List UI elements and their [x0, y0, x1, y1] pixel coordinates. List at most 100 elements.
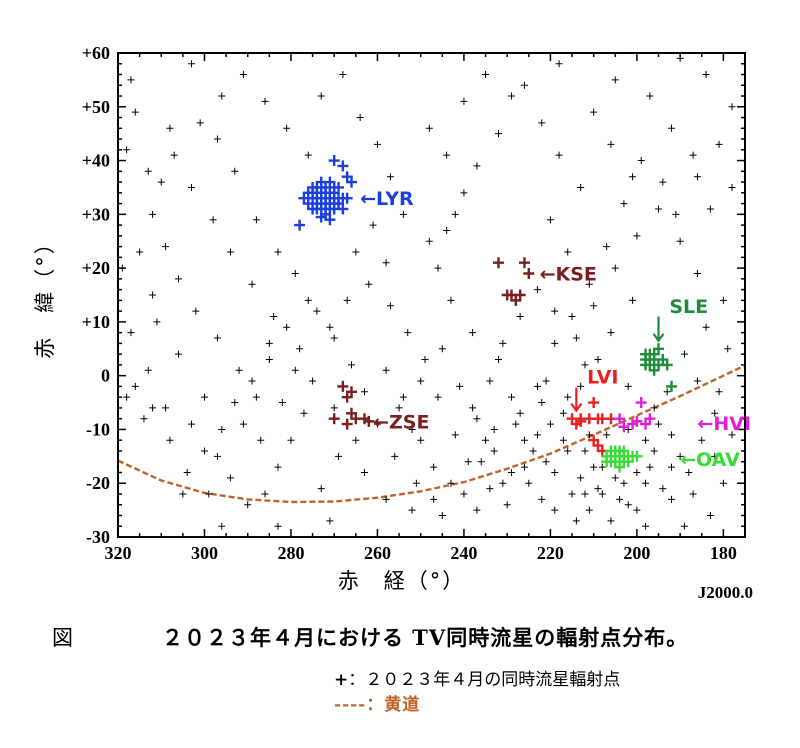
radiant-point — [278, 399, 286, 407]
shower-point-sle — [644, 348, 656, 360]
radiant-point — [706, 205, 714, 213]
radiant-point — [270, 313, 278, 321]
radiant-point — [611, 76, 619, 84]
radiant-point — [460, 97, 468, 105]
shower-point-zse — [346, 386, 358, 398]
radiant-point — [460, 189, 468, 197]
shower-label-lvi: LVI — [587, 367, 618, 389]
shower-point-oav — [618, 450, 630, 462]
shower-point-kse — [518, 257, 530, 269]
radiant-point — [590, 302, 598, 310]
shower-point-hvi — [644, 413, 656, 425]
radiant-point — [162, 243, 170, 251]
x-tick-label: 280 — [277, 543, 304, 563]
radiant-point — [702, 323, 710, 331]
radiant-point — [594, 485, 602, 493]
radiant-point — [520, 463, 528, 471]
radiant-point — [218, 522, 226, 530]
radiant-point — [650, 404, 658, 412]
radiant-point — [213, 135, 221, 143]
radiant-point — [131, 382, 139, 390]
radiant-point — [417, 377, 425, 385]
radiant-point — [512, 420, 520, 428]
radiant-point — [460, 490, 468, 498]
radiant-point — [693, 377, 701, 385]
radiant-point — [598, 463, 606, 471]
radiant-point — [447, 296, 455, 304]
shower-point-hvi — [635, 397, 647, 409]
radiant-point — [382, 259, 390, 267]
ecliptic-layer — [117, 364, 746, 504]
radiant-point — [667, 495, 675, 503]
shower-points — [294, 155, 677, 473]
shower-point-lyr — [324, 198, 336, 210]
radiant-point — [473, 415, 481, 423]
radiant-point — [516, 313, 524, 321]
radiant-point — [490, 447, 498, 455]
shower-label-hvi: ←HVI — [697, 413, 751, 435]
radiant-point — [183, 468, 191, 476]
radiant-point — [568, 490, 576, 498]
radiant-point — [469, 329, 477, 337]
radiant-point — [719, 296, 727, 304]
radiant-point — [261, 97, 269, 105]
radiant-point — [274, 248, 282, 256]
radiant-point — [525, 479, 533, 487]
shower-point-hvi — [618, 421, 630, 433]
radiant-point — [144, 366, 152, 374]
shower-point-lyr — [307, 181, 319, 193]
radiant-point — [226, 248, 234, 256]
radiant-point — [642, 522, 650, 530]
radiant-point — [443, 226, 451, 234]
radiant-point — [559, 409, 567, 417]
radiant-point — [399, 393, 407, 401]
radiant-point — [533, 286, 541, 294]
radiant-point — [486, 485, 494, 493]
radiant-point — [218, 425, 226, 433]
shower-label-lyr: ←LYR — [360, 188, 414, 210]
radiant-point — [585, 506, 593, 514]
radiant-point — [577, 183, 585, 191]
radiant-point — [248, 280, 256, 288]
radiant-point — [581, 447, 589, 455]
radiant-point — [533, 382, 541, 390]
shower-point-lyr — [315, 211, 327, 223]
radiant-point — [248, 377, 256, 385]
radiant-point — [482, 71, 490, 79]
radiant-point — [728, 183, 736, 191]
radiant-point — [404, 329, 412, 337]
radiant-point — [581, 361, 589, 369]
shower-label-sle: SLE — [669, 296, 708, 318]
radiant-point — [179, 490, 187, 498]
radiant-point — [499, 339, 507, 347]
radiant-point — [564, 393, 572, 401]
radiant-point — [490, 425, 498, 433]
radiant-point — [464, 458, 472, 466]
radiant-point — [551, 307, 559, 315]
radiant-point — [495, 130, 503, 138]
radiant-point — [624, 382, 632, 390]
radiant-point — [667, 463, 675, 471]
radiant-point — [680, 522, 688, 530]
legend-plus-symbol: + — [334, 670, 349, 690]
radiant-point — [585, 431, 593, 439]
x-tick-label: 300 — [191, 543, 218, 563]
legend-item-radiant: +：２０２３年４月の同時流星輻射点 — [334, 668, 620, 693]
radiant-point — [507, 393, 515, 401]
legend-dash-symbol: ---- — [334, 695, 367, 715]
radiant-point — [689, 151, 697, 159]
radiant-point — [265, 356, 273, 364]
radiant-point — [473, 506, 481, 514]
radiant-point — [304, 151, 312, 159]
radiant-point — [149, 291, 157, 299]
radiant-point — [123, 393, 131, 401]
radiant-point — [283, 124, 291, 132]
radiant-point — [564, 447, 572, 455]
radiant-point — [118, 264, 126, 272]
radiant-point — [572, 334, 580, 342]
shower-point-oav — [605, 445, 617, 457]
radiant-point — [603, 243, 611, 251]
radiant-point — [287, 436, 295, 444]
radiant-point — [590, 463, 598, 471]
radiant-point — [360, 468, 368, 476]
